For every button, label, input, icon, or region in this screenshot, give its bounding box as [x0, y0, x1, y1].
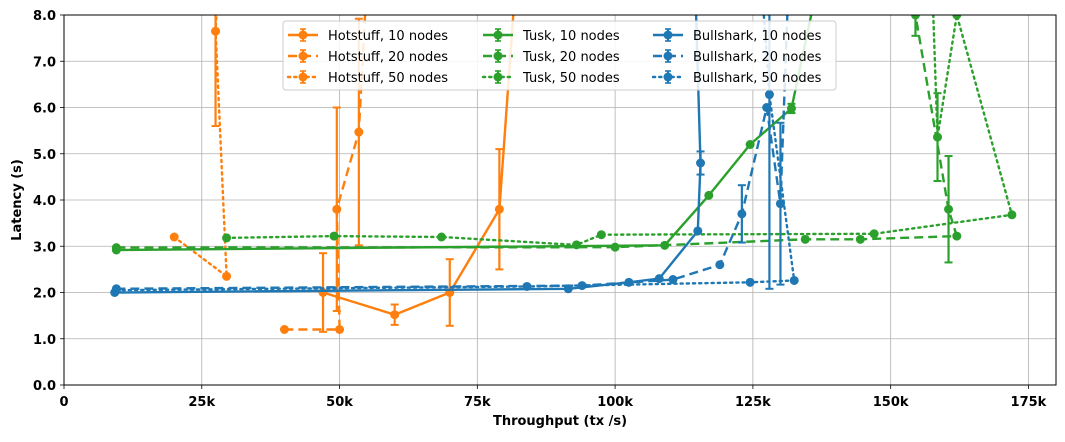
data-point [869, 229, 879, 239]
data-point [693, 226, 703, 236]
data-point [933, 132, 943, 142]
legend-marker [663, 72, 673, 82]
data-point [222, 233, 232, 243]
y-tick-label: 2.0 [33, 287, 56, 302]
data-point [800, 234, 810, 244]
data-point [745, 140, 755, 149]
data-point [111, 243, 121, 253]
x-tick-label: 150k [873, 395, 909, 410]
x-tick-label: 0 [59, 395, 68, 410]
legend-marker [663, 51, 673, 61]
series-line [115, 15, 796, 292]
y-tick-label: 6.0 [33, 102, 56, 117]
legend-marker [493, 30, 503, 40]
legend-label: Hotstuff, 20 nodes [328, 50, 448, 65]
data-point [855, 234, 865, 244]
axis-ticks: 0 25k 50k 75k 100k 125k 150k 175k 0.0 1.0 2.0 3.0 4.… [33, 9, 1047, 410]
y-tick-label: 7.0 [33, 55, 56, 70]
data-point [279, 325, 289, 334]
data-point [1007, 210, 1017, 220]
y-tick-label: 3.0 [33, 240, 56, 255]
legend-label: Tusk, 10 nodes [522, 29, 620, 44]
data-point [335, 325, 345, 334]
legend-marker [298, 72, 308, 82]
y-tick-label: 8.0 [33, 9, 56, 24]
legend-marker [663, 30, 673, 40]
x-tick-label: 125k [735, 395, 771, 410]
legend-label: Bullshark, 50 nodes [693, 71, 822, 86]
legend-label: Tusk, 50 nodes [522, 71, 620, 86]
x-tick-label: 75k [464, 395, 491, 410]
data-point [169, 232, 179, 242]
data-point [789, 275, 799, 285]
data-point [211, 26, 221, 36]
data-point [944, 204, 954, 214]
y-tick-label: 5.0 [33, 148, 56, 163]
data-point [704, 190, 714, 200]
data-point [610, 242, 620, 252]
legend-marker [298, 30, 308, 40]
legend-item: Bullshark, 50 nodes [651, 70, 822, 86]
legend-marker [493, 51, 503, 61]
legend-item: Tusk, 10 nodes [483, 28, 620, 44]
data-point [332, 204, 342, 214]
legend-item: Bullshark, 20 nodes [653, 49, 822, 65]
series-tusk-20-nodes [111, 15, 962, 264]
data-point [668, 275, 678, 285]
legend-box [282, 20, 837, 91]
legend-item: Hotstuff, 10 nodes [288, 28, 448, 44]
data-point [715, 260, 725, 270]
data-point [737, 209, 747, 219]
data-point [329, 231, 339, 241]
data-point [764, 90, 774, 100]
data-point [354, 127, 364, 137]
series-line [172, 15, 228, 278]
series-line [225, 15, 1014, 247]
y-tick-label: 1.0 [33, 333, 56, 348]
data-point [572, 240, 582, 250]
legend-item: Tusk, 50 nodes [481, 70, 620, 86]
data-point [437, 232, 447, 242]
legend-label: Tusk, 20 nodes [522, 50, 620, 65]
data-point [786, 103, 796, 113]
data-point [522, 281, 532, 291]
legend: Hotstuff, 10 nodes Hotstuff, 20 nodes Hots… [282, 20, 837, 91]
series-bullshark-50-nodes [111, 15, 799, 295]
data-point [494, 204, 504, 214]
x-axis-label: Throughput (tx /s) [493, 414, 627, 429]
series-hotstuff-50-nodes [169, 15, 232, 281]
legend-item: Hotstuff, 20 nodes [288, 49, 448, 65]
data-point [390, 310, 400, 320]
legend-label: Bullshark, 10 nodes [693, 29, 822, 44]
series-tusk-50-nodes [222, 15, 1017, 250]
x-tick-label: 50k [326, 395, 353, 410]
x-tick-label: 175k [1011, 395, 1047, 410]
y-tick-label: 4.0 [33, 194, 56, 209]
x-tick-label: 100k [597, 395, 633, 410]
data-point [596, 230, 606, 240]
y-tick-label: 0.0 [33, 379, 56, 394]
data-point [952, 15, 962, 20]
data-point [910, 15, 920, 20]
data-point [952, 231, 962, 241]
legend-item: Bullshark, 10 nodes [653, 28, 822, 44]
y-axis-label: Latency (s) [10, 159, 25, 241]
legend-item: Hotstuff, 50 nodes [286, 70, 448, 86]
data-point [745, 277, 755, 287]
data-point [111, 285, 121, 295]
legend-label: Hotstuff, 10 nodes [328, 29, 448, 44]
series-line [116, 15, 789, 290]
legend-label: Hotstuff, 50 nodes [328, 71, 448, 86]
legend-label: Bullshark, 20 nodes [693, 50, 822, 65]
series-layer [110, 15, 1017, 334]
legend-marker [493, 72, 503, 82]
data-point [222, 271, 232, 281]
x-tick-label: 25k [188, 395, 215, 410]
legend-marker [298, 51, 308, 61]
legend-item: Tusk, 20 nodes [483, 49, 620, 65]
data-point [696, 158, 706, 168]
